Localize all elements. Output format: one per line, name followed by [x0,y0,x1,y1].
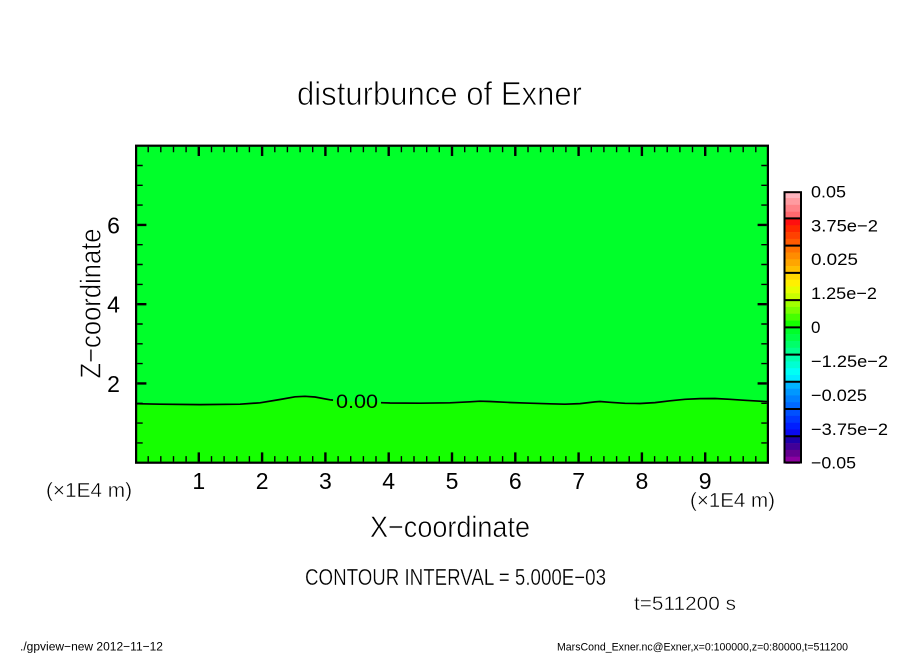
svg-text:−1.25e−2: −1.25e−2 [811,352,888,371]
svg-text:6: 6 [509,468,522,494]
svg-text:0.00: 0.00 [336,392,378,413]
svg-text:3.75e−2: 3.75e−2 [811,216,878,235]
svg-text:Z−coordinate: Z−coordinate [76,229,108,379]
svg-text:MarsCond_Exner.nc@Exner,x=0:10: MarsCond_Exner.nc@Exner,x=0:100000,z=0:8… [557,642,848,654]
svg-text:−3.75e−2: −3.75e−2 [811,420,888,439]
svg-text:X−coordinate: X−coordinate [370,511,530,544]
svg-text:0: 0 [811,318,820,337]
svg-text:7: 7 [572,468,585,494]
svg-text:t=511200 s: t=511200 s [634,594,736,615]
svg-text:−0.05: −0.05 [811,454,856,473]
svg-text:0.05: 0.05 [811,182,846,201]
svg-text:2: 2 [256,468,269,494]
svg-text:CONTOUR INTERVAL = 5.000E−03: CONTOUR INTERVAL = 5.000E−03 [305,564,606,590]
svg-text:0.025: 0.025 [811,250,858,269]
svg-text:1.25e−2: 1.25e−2 [811,284,877,303]
svg-text:2: 2 [107,371,120,397]
svg-text:8: 8 [636,468,649,494]
svg-text:1: 1 [192,468,205,494]
svg-text:(×1E4 m): (×1E4 m) [46,480,132,502]
svg-text:disturbunce of Exner: disturbunce of Exner [297,75,582,112]
svg-text:(×1E4 m): (×1E4 m) [690,490,775,512]
svg-text:4: 4 [382,468,395,494]
svg-text:5: 5 [446,468,459,494]
svg-text:6: 6 [107,212,120,238]
svg-text:−0.025: −0.025 [811,386,867,405]
svg-text:./gpview−new 2012−11−12: ./gpview−new 2012−11−12 [20,640,163,654]
svg-text:9: 9 [699,468,712,494]
svg-text:3: 3 [319,468,332,494]
svg-text:4: 4 [107,292,120,318]
